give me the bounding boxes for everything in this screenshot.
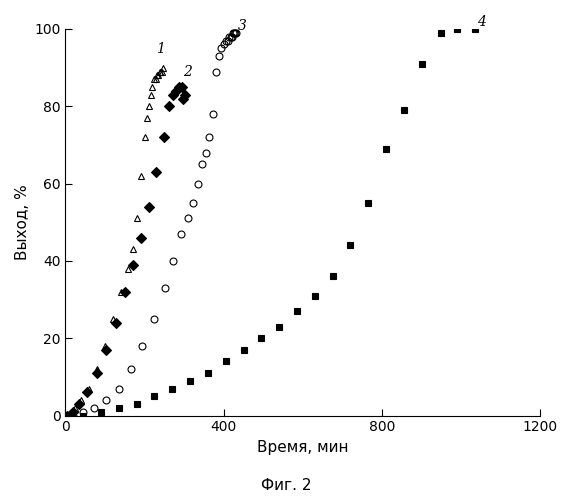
Text: 1: 1 (156, 42, 164, 56)
Y-axis label: Выход, %: Выход, % (15, 184, 30, 260)
X-axis label: Время, мин: Время, мин (257, 440, 348, 455)
Text: Фиг. 2: Фиг. 2 (261, 478, 312, 493)
Text: 2: 2 (183, 66, 191, 80)
Text: 3: 3 (238, 19, 246, 33)
Text: 4: 4 (477, 15, 486, 29)
